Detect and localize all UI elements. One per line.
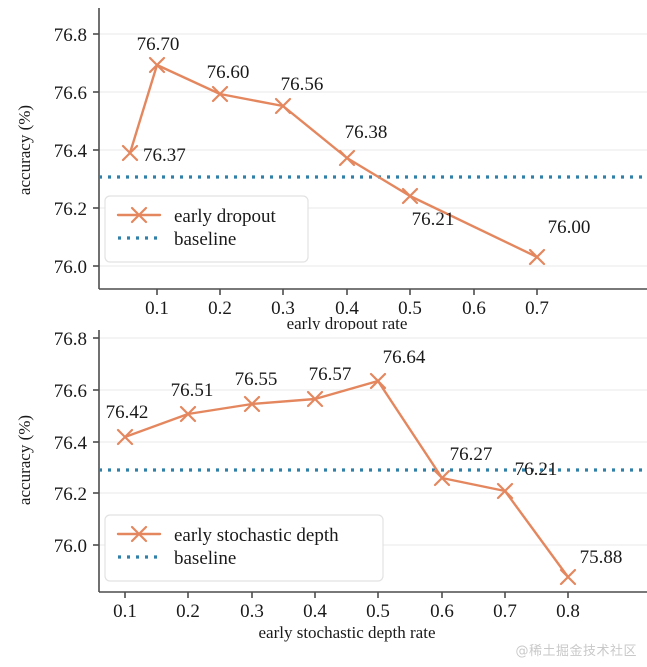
point-label: 76.55 (235, 369, 278, 390)
x-tick-label: 0.2 (176, 601, 200, 622)
legend-label-baseline: baseline (174, 229, 236, 250)
x-tick-label: 0.1 (145, 298, 169, 319)
point-label: 76.27 (450, 444, 493, 465)
point-label: 76.57 (309, 364, 352, 385)
point-label: 76.21 (412, 209, 455, 230)
point-label: 76.00 (548, 217, 591, 238)
x-tick-label: 0.3 (271, 298, 295, 319)
y-tick-label: 76.8 (54, 330, 87, 350)
y-tick-label: 76.6 (54, 83, 87, 104)
point-label: 76.37 (143, 145, 186, 166)
point-label: 76.56 (281, 74, 324, 95)
x-tick-label: 0.4 (335, 298, 359, 319)
y-tick-label: 76.4 (54, 141, 88, 162)
point-label: 76.70 (137, 34, 180, 55)
x-tick-label: 0.4 (303, 601, 327, 622)
early-dropout-plot: 76.8 76.6 76.4 76.2 76.0 0.1 0.2 0.3 0.4… (15, 8, 647, 330)
y-tick-labels-bottom: 76.8 76.6 76.4 76.2 76.0 (54, 330, 88, 557)
point-label: 76.60 (207, 62, 250, 83)
point-label: 76.42 (106, 402, 149, 423)
legend-box (104, 514, 384, 582)
gridlines-bottom (99, 337, 647, 546)
legend-entry-baseline[interactable]: baseline (118, 548, 236, 569)
y-tick-label: 76.2 (54, 199, 87, 220)
y-tickmarks-bottom (93, 337, 99, 546)
point-label: 76.64 (383, 347, 426, 368)
x-axis-title: early stochastic depth rate (258, 623, 435, 642)
legend-label-series: early dropout (174, 206, 277, 227)
y-tick-labels-top: 76.8 76.6 76.4 76.2 76.0 (54, 25, 88, 278)
y-axis-title: accuracy (%) (15, 415, 34, 505)
y-tick-label: 76.4 (54, 433, 88, 454)
chart-panel-early-dropout: 76.8 76.6 76.4 76.2 76.0 0.1 0.2 0.3 0.4… (0, 0, 647, 330)
x-tick-label: 0.7 (493, 601, 517, 622)
x-tickmarks-bottom (124, 592, 569, 598)
x-tick-label: 0.3 (240, 601, 264, 622)
chart-panel-early-stochastic-depth: 76.8 76.6 76.4 76.2 76.0 0.1 0.2 0.3 0.4… (0, 330, 647, 667)
x-tick-label: 0.5 (398, 298, 422, 319)
x-tick-label: 0.6 (462, 298, 486, 319)
early-stochastic-depth-series-line (123, 379, 570, 579)
x-tick-label: 0.8 (556, 601, 580, 622)
point-value-labels-bottom: 76.42 76.51 76.55 76.57 76.64 76.27 76.2… (106, 347, 623, 568)
early-dropout-markers (121, 56, 546, 266)
legend-bottom[interactable]: early stochastic depth baseline (104, 514, 384, 582)
x-tick-label: 0.5 (366, 601, 390, 622)
x-tick-labels-top: 0.1 0.2 0.3 0.4 0.5 0.6 0.7 (145, 298, 549, 319)
point-label: 75.88 (580, 547, 623, 568)
legend-label-baseline: baseline (174, 548, 236, 569)
x-tick-label: 0.7 (525, 298, 549, 319)
y-tick-label: 76.6 (54, 381, 87, 402)
y-tickmarks-top (93, 33, 99, 267)
point-label: 76.51 (171, 380, 214, 401)
x-tick-label: 0.1 (113, 601, 137, 622)
point-label: 76.21 (515, 459, 558, 480)
early-stochastic-depth-plot: 76.8 76.6 76.4 76.2 76.0 0.1 0.2 0.3 0.4… (15, 330, 647, 642)
legend-entry-series[interactable]: early dropout (116, 206, 277, 227)
axis-spines-top (98, 8, 647, 290)
y-tick-label: 76.0 (54, 257, 87, 278)
early-stochastic-depth-markers (116, 372, 577, 586)
x-tick-label: 0.6 (430, 601, 454, 622)
y-tick-label: 76.2 (54, 484, 87, 505)
legend-entry-series[interactable]: early stochastic depth (116, 525, 339, 546)
y-tick-label: 76.0 (54, 536, 87, 557)
legend-top[interactable]: early dropout baseline (104, 195, 309, 263)
legend-entry-baseline[interactable]: baseline (118, 229, 236, 250)
x-tick-label: 0.2 (208, 298, 232, 319)
point-label: 76.38 (345, 122, 388, 143)
watermark: @稀土掘金技术社区 (515, 644, 637, 659)
y-axis-title: accuracy (%) (15, 105, 34, 195)
axis-spines-bottom (98, 330, 647, 593)
legend-label-series: early stochastic depth (174, 525, 339, 546)
x-tickmarks-top (156, 289, 538, 295)
point-value-labels-top: 76.37 76.70 76.60 76.56 76.38 76.21 76.0… (137, 34, 591, 238)
x-tick-labels-bottom: 0.1 0.2 0.3 0.4 0.5 0.6 0.7 0.8 (113, 601, 580, 622)
y-tick-label: 76.8 (54, 25, 87, 46)
legend-box (104, 195, 309, 263)
x-axis-title: early dropout rate (287, 314, 408, 330)
